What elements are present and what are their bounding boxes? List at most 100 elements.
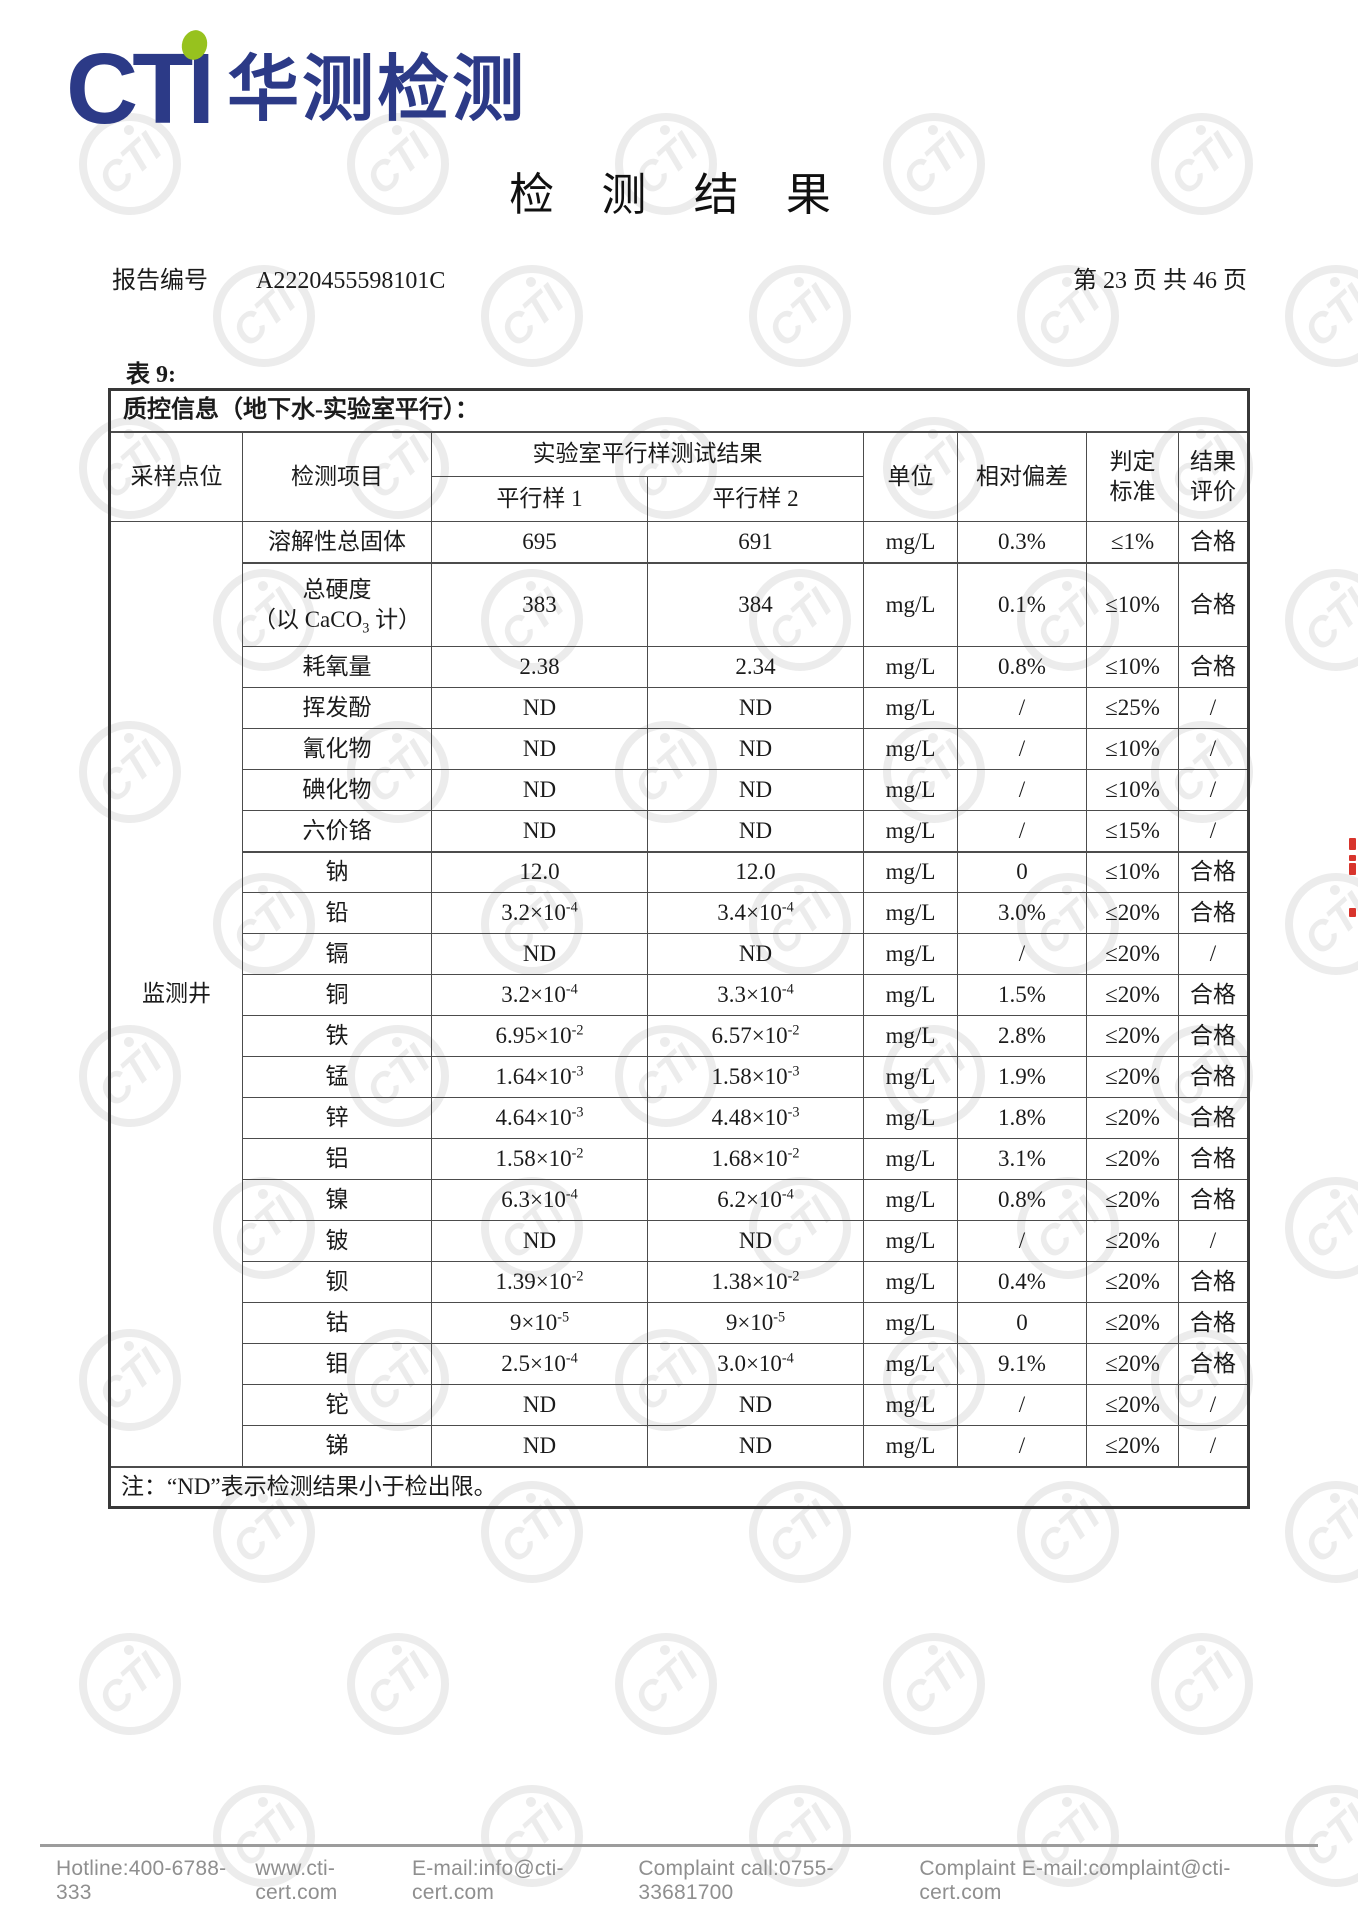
cti-watermark-icon: CTI <box>1017 1785 1119 1887</box>
col-header-sampling-point: 采样点位 <box>109 431 243 522</box>
unit-cell: mg/L <box>863 1343 958 1385</box>
table-title: 质控信息（地下水-实验室平行）： <box>109 389 1249 433</box>
p1-cell: ND <box>431 1220 648 1262</box>
qc-table-row: 总硬度 （以 CaCO3 计） 383 384 mg/L 0.1% ≤10% 合格 <box>110 562 1249 647</box>
unit-cell: mg/L <box>863 933 958 975</box>
unit-cell: mg/L <box>863 1056 958 1098</box>
p2-cell: 4.48×10-3 <box>647 1097 864 1139</box>
item-cell: 铅 <box>242 892 432 934</box>
cti-watermark: CTI <box>208 260 320 377</box>
unit-cell: mg/L <box>863 521 958 564</box>
p2-cell: ND <box>647 1220 864 1262</box>
qc-table-row: 耗氧量 2.38 2.34 mg/L 0.8% ≤10% 合格 <box>110 646 1249 688</box>
std-cell: ≤15% <box>1086 810 1179 853</box>
p2-cell: 6.57×10-2 <box>647 1015 864 1057</box>
p2-cell: 691 <box>647 521 864 564</box>
dev-cell: 3.0% <box>957 892 1087 934</box>
dev-cell: / <box>957 687 1087 729</box>
eval-cell: 合格 <box>1178 1302 1249 1344</box>
footer-contact-line: Hotline:400-6788-333 www.cti-cert.com E-ma… <box>56 1857 1300 1905</box>
std-cell: ≤20% <box>1086 892 1179 934</box>
unit-cell: mg/L <box>863 1220 958 1262</box>
eval-cell: 合格 <box>1178 521 1249 564</box>
dev-cell: 0.1% <box>957 562 1087 647</box>
cti-watermark: CTI <box>1280 1172 1358 1289</box>
sampling-point-cell: 监测井 <box>109 521 243 1468</box>
cti-watermark-icon: CTI <box>1285 265 1358 367</box>
col-header-parallel-2: 平行样 2 <box>647 476 864 522</box>
p2-cell: 1.68×10-2 <box>647 1138 864 1180</box>
qc-table-row: 钠 12.0 12.0 mg/L 0 ≤10% 合格 <box>110 851 1249 893</box>
eval-cell: / <box>1178 1220 1249 1262</box>
cti-watermark-icon: CTI <box>615 1633 717 1735</box>
qc-table-row: 铅 3.2×10-4 3.4×10-4 mg/L 3.0% ≤20% 合格 <box>110 892 1249 934</box>
footer-item-1: www.cti-cert.com <box>255 1857 338 1904</box>
cti-watermark-icon: CTI <box>79 113 181 215</box>
item-cell: 溶解性总固体 <box>242 521 432 564</box>
cti-watermark: CTI <box>744 1780 856 1897</box>
p1-cell: ND <box>431 810 648 853</box>
p1-cell: ND <box>431 687 648 729</box>
qc-table-row: 镍 6.3×10-4 6.2×10-4 mg/L 0.8% ≤20% 合格 <box>110 1179 1249 1221</box>
eval-cell: 合格 <box>1178 851 1249 893</box>
item-cell: 锑 <box>242 1425 432 1467</box>
cti-watermark-icon: CTI <box>347 1633 449 1735</box>
cti-logo: CTI 华测检测 <box>66 27 527 139</box>
p2-cell: 2.34 <box>647 646 864 688</box>
cti-watermark-icon: CTI <box>1285 569 1358 671</box>
p2-cell: 3.4×10-4 <box>647 892 864 934</box>
red-edge-mark <box>1349 908 1356 917</box>
p2-cell: ND <box>647 1384 864 1426</box>
p2-cell: 1.38×10-2 <box>647 1261 864 1303</box>
dev-cell: / <box>957 933 1087 975</box>
p2-cell: 6.2×10-4 <box>647 1179 864 1221</box>
eval-cell: 合格 <box>1178 1261 1249 1303</box>
page-indicator: 第 23 页 共 46 页 <box>1073 268 1247 294</box>
dev-cell: 0 <box>957 851 1087 893</box>
unit-cell: mg/L <box>863 1384 958 1426</box>
p2-cell: ND <box>647 687 864 729</box>
eval-cell: 合格 <box>1178 1138 1249 1180</box>
item-cell: 铝 <box>242 1138 432 1180</box>
item-cell: 铜 <box>242 974 432 1016</box>
unit-cell: mg/L <box>863 1261 958 1303</box>
dev-cell: 2.8% <box>957 1015 1087 1057</box>
unit-cell: mg/L <box>863 1179 958 1221</box>
qc-results-table: 质控信息（地下水-实验室平行）： 采样点位 检测项目 实验室平行样测试结果 单位… <box>108 388 1250 1509</box>
cti-watermark: CTI <box>74 1628 186 1745</box>
p2-cell: ND <box>647 728 864 770</box>
dev-cell: 0.4% <box>957 1261 1087 1303</box>
unit-cell: mg/L <box>863 646 958 688</box>
qc-table-row: 铁 6.95×10-2 6.57×10-2 mg/L 2.8% ≤20% 合格 <box>110 1015 1249 1057</box>
p1-cell: ND <box>431 728 648 770</box>
item-cell: 钠 <box>242 851 432 893</box>
unit-cell: mg/L <box>863 769 958 811</box>
dev-cell: 0.8% <box>957 1179 1087 1221</box>
eval-cell: 合格 <box>1178 1015 1249 1057</box>
p2-cell: ND <box>647 933 864 975</box>
cti-watermark: CTI <box>1280 1476 1358 1593</box>
std-cell: ≤1% <box>1086 521 1179 564</box>
cti-watermark-icon: CTI <box>79 1633 181 1735</box>
unit-cell: mg/L <box>863 974 958 1016</box>
std-cell: ≤20% <box>1086 1179 1179 1221</box>
p2-cell: 384 <box>647 562 864 647</box>
cti-watermark: CTI <box>1280 260 1358 377</box>
qc-table-row: 锰 1.64×10-3 1.58×10-3 mg/L 1.9% ≤20% 合格 <box>110 1056 1249 1098</box>
cti-watermark-icon: CTI <box>213 1785 315 1887</box>
cti-watermark-icon: CTI <box>1285 1481 1358 1583</box>
table-header-row-1: 采样点位 检测项目 实验室平行样测试结果 单位 相对偏差 判定 标准 结果 评价 <box>109 431 1249 522</box>
cti-watermark-icon: CTI <box>1151 1633 1253 1735</box>
p2-cell: ND <box>647 810 864 853</box>
cti-watermark: CTI <box>1146 108 1258 225</box>
item-cell: 钴 <box>242 1302 432 1344</box>
p1-cell: 383 <box>431 562 648 647</box>
eval-cell: / <box>1178 728 1249 770</box>
std-cell: ≤20% <box>1086 1261 1179 1303</box>
dev-cell: / <box>957 1220 1087 1262</box>
qc-table-row: 锌 4.64×10-3 4.48×10-3 mg/L 1.8% ≤20% 合格 <box>110 1097 1249 1139</box>
p1-cell: 2.5×10-4 <box>431 1343 648 1385</box>
eval-cell: 合格 <box>1178 1097 1249 1139</box>
item-cell: 钼 <box>242 1343 432 1385</box>
item-cell: 铁 <box>242 1015 432 1057</box>
